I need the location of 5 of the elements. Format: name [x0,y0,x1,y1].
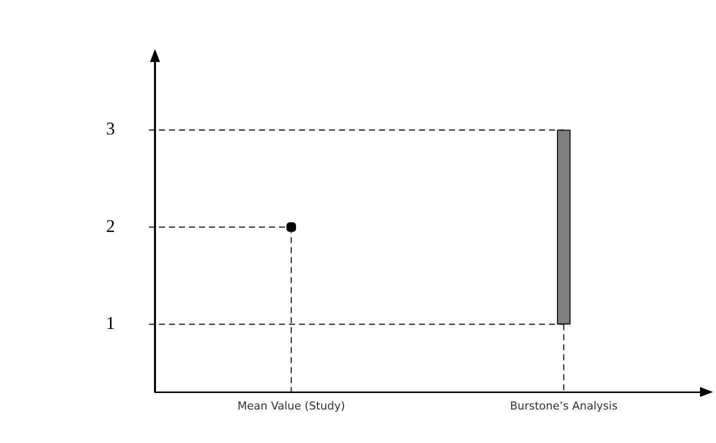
x-tick-label: Burstone’s Analysis [510,400,618,413]
y-tick-label: 1 [106,312,115,333]
x-tick-label: Mean Value (Study) [237,400,346,413]
y-tick-label: 3 [106,118,115,139]
y-tick-label: 2 [106,216,115,236]
